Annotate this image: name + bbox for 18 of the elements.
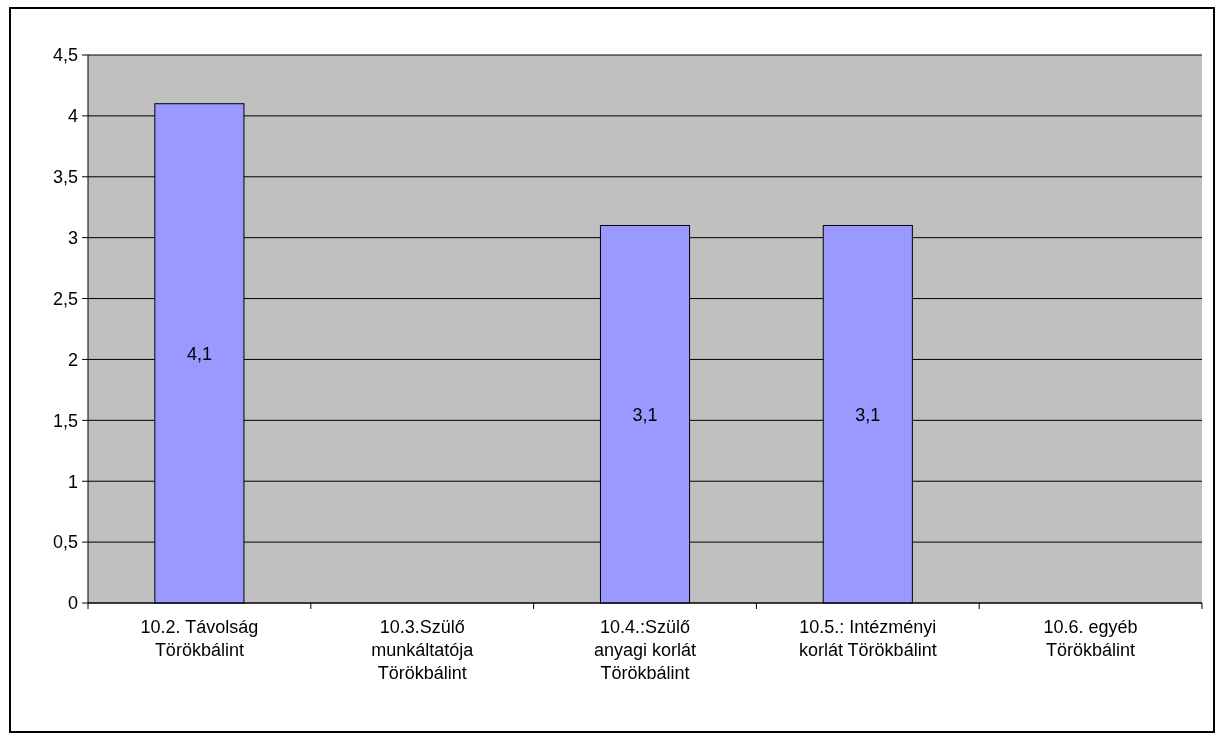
y-tick-label: 0,5 [52,532,78,553]
x-tick-label: 10.6. egyéb Törökbálint [1043,617,1138,660]
y-tick-label: 4,5 [52,45,78,66]
data-label: 4,1 [186,343,212,364]
y-tick-label: 2,5 [52,288,78,309]
y-tick-label: 3 [67,227,78,248]
y-tick-label: 1 [67,471,78,492]
x-tick-label: 10.5.: Intézményi korlát Törökbálint [798,617,937,660]
y-tick-label: 2 [67,349,78,370]
y-tick-label: 4 [67,106,78,127]
y-tick-label: 3,5 [52,167,78,188]
x-tick-label: 10.2. Távolság Törökbálint [140,617,259,660]
y-tick-label: 0 [67,593,78,614]
x-tick-label: 10.4.:Szülő anyagi korlát Törökbálint [593,617,697,683]
x-tick-label: 10.3.Szülő munkáltatója Törökbálint [371,617,475,683]
data-label: 3,1 [632,404,658,425]
data-label: 3,1 [855,404,881,425]
y-tick-label: 1,5 [52,410,78,431]
